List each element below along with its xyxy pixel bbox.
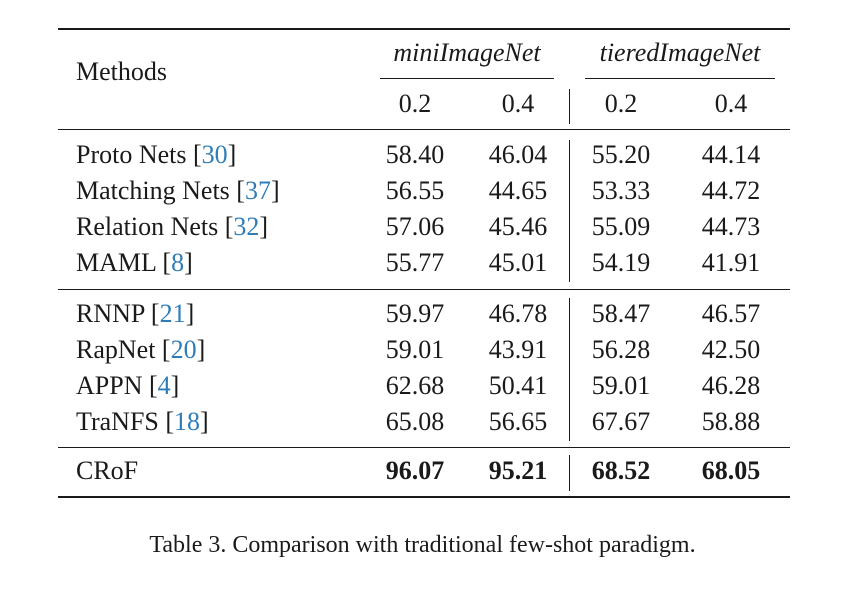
method-name: RNNP [21] [76,299,195,328]
method-name: RapNet [20] [76,335,206,364]
table-cell: 56.28 [591,335,651,364]
citation-link[interactable]: 30 [201,140,228,169]
citation-link[interactable]: 20 [170,335,197,364]
table-cell: 44.14 [701,140,761,169]
table-cell: 58.40 [385,140,445,169]
group-rule-2 [58,447,790,448]
top-rule [58,28,790,30]
table-cell-best: 68.05 [701,456,761,485]
header-methods: Methods [76,57,167,86]
dataset2-underline [585,78,775,79]
table-cell: 41.91 [701,248,761,277]
table-cell: 59.01 [385,335,445,364]
method-name: APPN [4] [76,371,180,400]
table-cell: 44.65 [488,176,548,205]
table-cell: 55.09 [591,212,651,241]
table-cell-best: 95.21 [488,456,548,485]
column-separator [569,89,570,124]
citation-link[interactable]: 21 [159,299,186,328]
group-rule-1 [58,289,790,290]
dataset1-underline [380,78,554,79]
table-cell: 54.19 [591,248,651,277]
column-separator [569,140,570,282]
method-name: Proto Nets [30] [76,140,237,169]
header-dataset-tiered: tieredImageNet [599,38,761,67]
header-rule [58,129,790,130]
header-dataset-mini: miniImageNet [393,38,541,67]
method-name: CRoF [76,456,139,485]
table-cell: 46.04 [488,140,548,169]
table-cell: 46.28 [701,371,761,400]
citation-link[interactable]: 18 [174,407,201,436]
table-cell: 46.57 [701,299,761,328]
table-cell: 62.68 [385,371,445,400]
citation-link[interactable]: 32 [233,212,260,241]
table-cell-best: 68.52 [591,456,651,485]
citation-link[interactable]: 4 [157,371,171,400]
citation-link[interactable]: 37 [244,176,271,205]
table-cell: 56.65 [488,407,548,436]
table-cell: 45.01 [488,248,548,277]
table-cell: 65.08 [385,407,445,436]
header-subcol: 0.2 [398,89,432,118]
table-cell: 59.01 [591,371,651,400]
header-subcol: 0.2 [604,89,638,118]
table-cell: 46.78 [488,299,548,328]
table-cell: 42.50 [701,335,761,364]
table-caption: Table 3. Comparison with traditional few… [149,532,696,558]
table-cell: 53.33 [591,176,651,205]
bottom-rule [58,496,790,498]
table-cell: 43.91 [488,335,548,364]
table-cell: 44.73 [701,212,761,241]
table-cell: 44.72 [701,176,761,205]
citation-link[interactable]: 8 [171,248,185,277]
header-subcol: 0.4 [714,89,748,118]
table-cell: 45.46 [488,212,548,241]
method-name: MAML [8] [76,248,193,277]
table-cell: 67.67 [591,407,651,436]
table-cell: 55.20 [591,140,651,169]
table-cell: 59.97 [385,299,445,328]
table-cell: 58.88 [701,407,761,436]
table-cell: 57.06 [385,212,445,241]
method-name: Matching Nets [37] [76,176,280,205]
method-name: TraNFS [18] [76,407,209,436]
table-cell: 55.77 [385,248,445,277]
column-separator [569,298,570,441]
table-cell-best: 96.07 [385,456,445,485]
method-name: Relation Nets [32] [76,212,269,241]
table-cell: 58.47 [591,299,651,328]
column-separator [569,455,570,491]
table-cell: 50.41 [488,371,548,400]
header-subcol: 0.4 [501,89,535,118]
table-cell: 56.55 [385,176,445,205]
